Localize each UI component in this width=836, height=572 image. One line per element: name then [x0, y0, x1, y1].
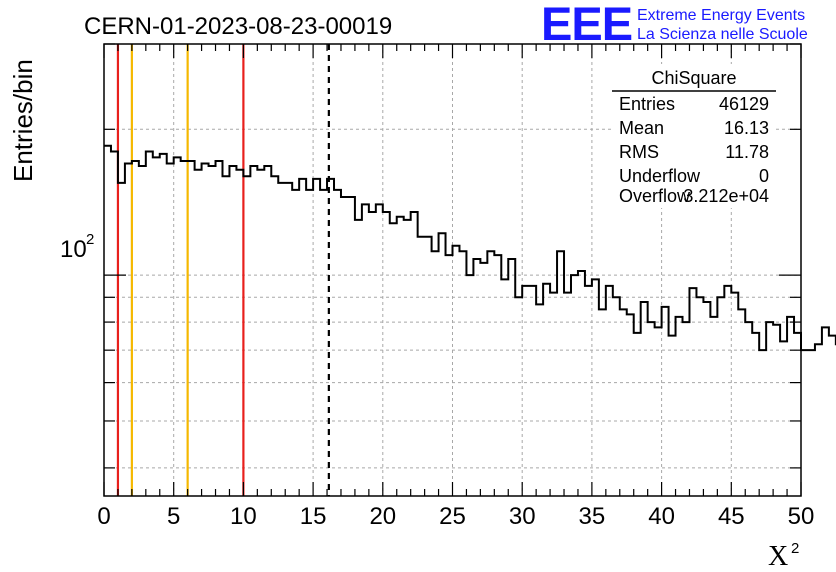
stats-box: ChiSquare Entries 46129 Mean 16.13 RMS 1…	[612, 64, 776, 208]
marker-lines	[116, 44, 330, 496]
y-axis-label: Entries/bin	[8, 59, 38, 182]
y-tick-label-base: 10	[60, 236, 87, 263]
x-tick-label: 50	[788, 503, 815, 530]
x-tick-labels: 0 5 10 15 20 25 30 35 40 45 50	[97, 503, 814, 530]
x-axis-label-exponent: 2	[791, 540, 799, 557]
stats-row-label: Entries	[619, 94, 675, 114]
chart-title: CERN-01-2023-08-23-00019	[84, 13, 392, 40]
stats-box-background	[612, 64, 776, 208]
stats-row-value: 16.13	[724, 118, 769, 138]
y-tick-label: 10 2	[60, 231, 94, 263]
logo-line-1: Extreme Energy Events	[637, 7, 805, 24]
x-axis-label: X 2	[768, 540, 799, 572]
x-tick-label: 15	[300, 503, 327, 530]
x-tick-label: 30	[509, 503, 536, 530]
x-axis-label-base: X	[768, 541, 788, 572]
stats-row-label: Mean	[619, 118, 664, 138]
stats-row-label: RMS	[619, 142, 659, 162]
x-tick-label: 45	[718, 503, 745, 530]
stats-row-value: 3.212e+04	[683, 186, 769, 206]
axis-ticks	[103, 43, 802, 496]
x-tick-label: 5	[167, 503, 180, 530]
eee-logo: EEE Extreme Energy Events La Scienza nel…	[541, 0, 808, 50]
stats-row-label: Underflow	[619, 166, 701, 186]
logo-line-2: La Scienza nelle Scuole	[637, 26, 808, 43]
x-tick-label: 20	[369, 503, 396, 530]
histogram-series	[104, 144, 836, 352]
x-tick-label: 35	[579, 503, 606, 530]
plot-frame	[103, 43, 802, 497]
x-tick-label: 25	[439, 503, 466, 530]
x-tick-label: 0	[97, 503, 110, 530]
x-tick-label: 10	[230, 503, 257, 530]
eee-logo-mark: EEE	[541, 0, 632, 50]
grid-lines	[104, 44, 801, 496]
stats-row-value: 0	[759, 166, 769, 186]
stats-row-value: 11.78	[725, 142, 769, 162]
stats-row-label: Overflow	[619, 186, 691, 206]
stats-title: ChiSquare	[651, 68, 736, 88]
x-tick-label: 40	[648, 503, 675, 530]
y-tick-label-exponent: 2	[86, 231, 94, 248]
stats-row-value: 46129	[719, 94, 769, 114]
